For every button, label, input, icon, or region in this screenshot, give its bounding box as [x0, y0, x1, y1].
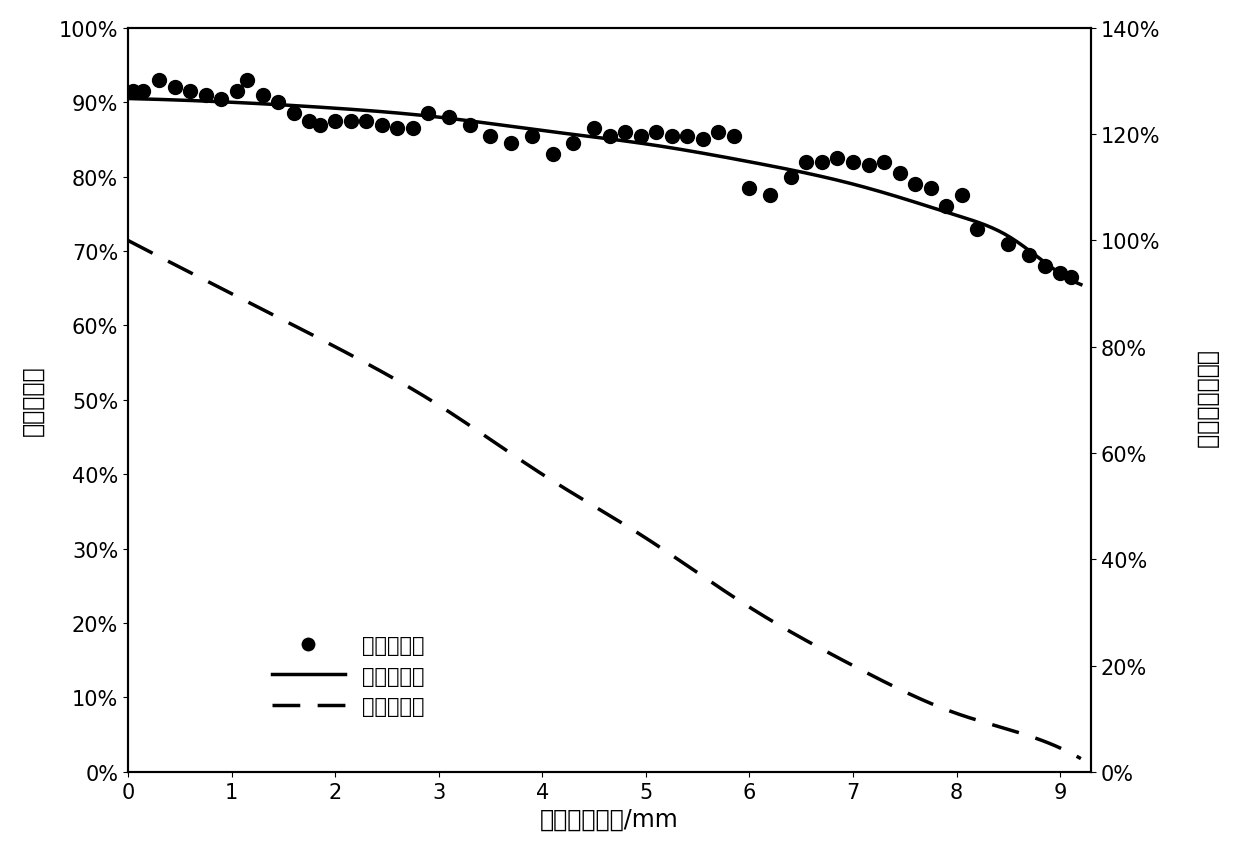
实测孔隙率 — [543, 148, 563, 162]
实测孔隙率 — [858, 159, 878, 173]
实测孔隙率 — [268, 96, 288, 110]
预测孔隙率 — [1074, 280, 1089, 291]
实测孔隙率 — [387, 123, 407, 136]
预测孔隙率 — [120, 95, 135, 105]
实测孔隙率 — [889, 167, 909, 181]
实测孔隙率 — [1050, 268, 1070, 281]
Line: 预测孔隙率: 预测孔隙率 — [128, 100, 1081, 285]
实测孔隙率 — [501, 137, 521, 151]
实测孔隙率 — [812, 156, 832, 170]
预测孔隙率 — [124, 95, 139, 105]
实测孔隙率 — [760, 189, 780, 203]
实测孔隙率 — [180, 85, 200, 99]
实测孔隙率 — [1019, 249, 1039, 262]
实测孔隙率 — [439, 111, 459, 124]
实测孔隙率 — [998, 238, 1018, 251]
Y-axis label: 孔隙率／％: 孔隙率／％ — [21, 366, 45, 435]
实测孔隙率 — [1034, 260, 1054, 273]
实测孔隙率 — [418, 107, 438, 121]
实测孔隙率 — [952, 189, 972, 203]
微观含水率 — [985, 719, 999, 729]
实测孔隙率 — [796, 156, 816, 170]
实测孔隙率 — [284, 107, 304, 121]
微观含水率 — [1074, 754, 1089, 764]
实测孔隙率 — [600, 130, 620, 143]
实测孔隙率 — [662, 130, 682, 143]
实测孔隙率 — [781, 170, 801, 184]
实测孔隙率 — [165, 82, 185, 95]
实测孔隙率 — [921, 181, 941, 195]
实测孔隙率 — [646, 126, 666, 140]
微观含水率 — [684, 564, 699, 574]
Legend: 实测孔隙率, 预测孔隙率, 微观含水率: 实测孔隙率, 预测孔隙率, 微观含水率 — [264, 627, 433, 724]
微观含水率 — [688, 567, 703, 577]
预测孔隙率 — [924, 203, 939, 213]
预测孔隙率 — [688, 147, 703, 158]
预测孔隙率 — [985, 223, 999, 233]
实测孔隙率 — [563, 137, 583, 151]
实测孔隙率 — [967, 222, 987, 236]
实测孔隙率 — [481, 130, 501, 143]
实测孔隙率 — [677, 130, 697, 143]
实测孔隙率 — [341, 115, 361, 129]
实测孔隙率 — [1060, 271, 1080, 285]
微观含水率 — [704, 577, 719, 587]
实测孔隙率 — [874, 156, 894, 170]
实测孔隙率 — [299, 115, 319, 129]
实测孔隙率 — [693, 134, 713, 147]
实测孔隙率 — [827, 152, 847, 165]
实测孔隙率 — [356, 115, 376, 129]
实测孔隙率 — [905, 178, 925, 192]
实测孔隙率 — [936, 200, 956, 214]
Y-axis label: 微观含水率／％: 微观含水率／％ — [1195, 351, 1219, 450]
实测孔隙率 — [325, 115, 345, 129]
预测孔隙率 — [684, 147, 699, 158]
实测孔隙率 — [149, 74, 169, 88]
实测孔隙率 — [196, 89, 216, 102]
Line: 微观含水率: 微观含水率 — [128, 241, 1081, 759]
实测孔隙率 — [253, 89, 273, 102]
实测孔隙率 — [843, 156, 863, 170]
X-axis label: 杉木年轮宽度/mm: 杉木年轮宽度/mm — [541, 807, 680, 832]
预测孔隙率 — [704, 151, 719, 161]
实测孔隙率 — [237, 74, 257, 88]
微观含水率 — [124, 238, 139, 248]
实测孔隙率 — [584, 123, 604, 136]
实测孔隙率 — [372, 118, 392, 132]
实测孔隙率 — [123, 85, 143, 99]
实测孔隙率 — [211, 93, 231, 106]
实测孔隙率 — [615, 126, 635, 140]
实测孔隙率 — [310, 118, 330, 132]
实测孔隙率 — [403, 123, 423, 136]
实测孔隙率 — [631, 130, 651, 143]
实测孔隙率 — [522, 130, 542, 143]
实测孔隙率 — [739, 181, 759, 195]
微观含水率 — [120, 236, 135, 246]
实测孔隙率 — [724, 130, 744, 143]
实测孔隙率 — [227, 85, 247, 99]
实测孔隙率 — [460, 118, 480, 132]
实测孔隙率 — [708, 126, 728, 140]
微观含水率 — [924, 699, 939, 709]
实测孔隙率 — [134, 85, 154, 99]
